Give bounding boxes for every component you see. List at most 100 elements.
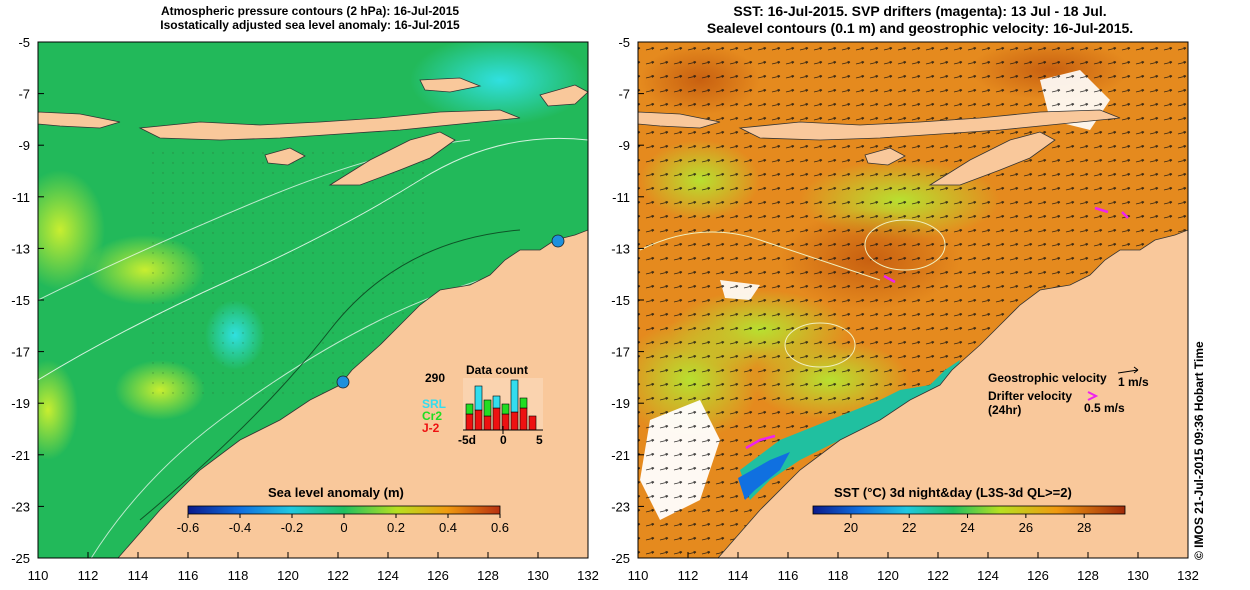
y-tick-label: -15 <box>611 293 630 308</box>
y-tick-label: -23 <box>11 499 30 514</box>
x-tick-label: 112 <box>78 568 99 583</box>
inset-xtick-right: 5 <box>536 433 543 447</box>
x-tick-label: 120 <box>277 568 299 583</box>
x-tick-label: 132 <box>1177 568 1199 583</box>
x-tick-label: 130 <box>1127 568 1149 583</box>
left-sumba-island <box>264 147 306 166</box>
inset-max-label: 290 <box>425 371 445 385</box>
x-tick-label: 114 <box>728 568 749 583</box>
colorbar-tick-label: -0.6 <box>177 520 199 535</box>
left-map-title: Atmospheric pressure contours (2 hPa): 1… <box>100 4 520 32</box>
y-tick-label: -7 <box>18 87 30 102</box>
drifter-track-3 <box>883 274 896 284</box>
inset-xtick-mid: 0 <box>500 433 507 447</box>
left-map <box>38 42 588 558</box>
inset-bars <box>463 378 543 434</box>
right-map-title: SST: 16-Jul-2015. SVP drifters (magenta)… <box>640 3 1200 37</box>
y-tick-label: -11 <box>612 190 630 205</box>
y-tick-label: -17 <box>611 345 630 360</box>
x-tick-label: 118 <box>828 568 849 583</box>
geostrophic-scale: 1 m/s <box>1118 375 1149 389</box>
drifter-track-2 <box>1121 211 1129 219</box>
right-title-line1: SST: 16-Jul-2015. SVP drifters (magenta)… <box>733 3 1107 19</box>
sla-colorbar-title: Sea level anomaly (m) <box>268 485 404 500</box>
y-tick-label: -13 <box>11 241 30 256</box>
drifter-track-1 <box>1094 206 1109 214</box>
left-tide-gauge-2 <box>336 375 350 389</box>
copyright-note: © IMOS 21-Jul-2015 09:36 Hobart Time <box>1192 341 1206 560</box>
left-java-coast <box>38 111 121 129</box>
drifter-scale: 0.5 m/s <box>1084 401 1125 415</box>
x-tick-label: 120 <box>877 568 899 583</box>
x-tick-label: 118 <box>228 568 249 583</box>
colorbar-tick-label: 20 <box>844 520 858 535</box>
right-y-axis: -5 -7 -9 -11 -13 -15 -17 -19 -21 -23 -25 <box>611 35 644 566</box>
left-y-axis: -5 -7 -9 -11 -13 -15 -17 -19 -21 -23 -25 <box>11 35 44 566</box>
colorbar-tick-label: 0 <box>340 520 347 535</box>
y-tick-label: -7 <box>618 87 630 102</box>
x-tick-label: 130 <box>527 568 549 583</box>
x-tick-label: 126 <box>1027 568 1049 583</box>
drifter-velocity-label-2: (24hr) <box>988 403 1021 417</box>
right-lesser-sunda-islands <box>738 109 1121 141</box>
y-tick-label: -21 <box>11 448 30 463</box>
right-map <box>638 42 1188 558</box>
colorbar-tick-label: 0.6 <box>491 520 509 535</box>
data-count-inset: Data count 290 SRL Cr2 J-2 -5d 0 5 <box>422 363 543 447</box>
inset-series-cr2: Cr2 <box>422 409 442 423</box>
y-tick-label: -19 <box>11 396 30 411</box>
colorbar-tick-label: 0.4 <box>439 520 457 535</box>
x-tick-label: 128 <box>1077 568 1099 583</box>
drifter-track-4 <box>745 434 776 450</box>
colorbar-tick-label: 22 <box>902 520 916 535</box>
x-tick-label: 116 <box>178 568 199 583</box>
y-tick-label: -25 <box>11 551 30 566</box>
sst-colorbar: SST (°C) 3d night&day (L3S-3d QL>=2) 20 2… <box>812 485 1126 535</box>
left-banda-islands <box>539 84 588 107</box>
right-timor-island <box>928 131 1056 186</box>
x-tick-label: 128 <box>477 568 499 583</box>
left-title-line2: Isostatically adjusted sea level anomaly… <box>160 18 460 32</box>
right-x-axis: 110 112 114 116 118 120 122 124 126 128 130 132 <box>628 552 1199 583</box>
y-tick-label: -23 <box>611 499 630 514</box>
colorbar-tick-label: 24 <box>960 520 974 535</box>
inset-title: Data count <box>466 363 528 377</box>
sst-colorbar-title: SST (°C) 3d night&day (L3S-3d QL>=2) <box>834 485 1072 500</box>
y-tick-label: -13 <box>611 241 630 256</box>
y-tick-label: -17 <box>11 345 30 360</box>
x-tick-label: 122 <box>927 568 949 583</box>
x-tick-label: 124 <box>977 568 999 583</box>
x-tick-label: 110 <box>28 568 49 583</box>
x-tick-label: 110 <box>628 568 649 583</box>
y-tick-label: -9 <box>18 138 30 153</box>
geostrophic-arrow-icon <box>1117 366 1139 374</box>
x-tick-label: 132 <box>577 568 599 583</box>
right-sumba-island <box>864 147 906 166</box>
y-tick-label: -11 <box>12 190 30 205</box>
geostrophic-velocity-label: Geostrophic velocity <box>988 371 1107 385</box>
left-lesser-sunda-islands <box>138 109 521 141</box>
x-tick-label: 112 <box>678 568 699 583</box>
left-title-line1: Atmospheric pressure contours (2 hPa): 1… <box>160 4 460 18</box>
right-title-line2: Sealevel contours (0.1 m) and geostrophi… <box>706 20 1134 36</box>
right-java-coast <box>638 111 721 129</box>
y-tick-label: -9 <box>618 138 630 153</box>
y-tick-label: -25 <box>611 551 630 566</box>
left-flores-sea-islands <box>419 77 482 93</box>
x-tick-label: 126 <box>427 568 449 583</box>
y-tick-label: -19 <box>611 396 630 411</box>
drifter-velocity-label: Drifter velocity <box>988 389 1072 403</box>
x-tick-label: 116 <box>778 568 799 583</box>
inset-series-j2: J-2 <box>422 421 440 435</box>
left-x-axis: 110 112 114 116 118 120 122 124 126 128 130 132 <box>28 552 599 583</box>
drifter-arrow-icon <box>1087 391 1099 401</box>
right-australia-land <box>717 229 1188 558</box>
y-tick-label: -21 <box>611 448 630 463</box>
x-tick-label: 114 <box>128 568 149 583</box>
y-tick-label: -5 <box>18 35 30 50</box>
sla-colorbar: Sea level anomaly (m) -0.6 -0.4 -0.2 0 0.2 0.… <box>177 485 509 535</box>
colorbar-tick-label: -0.4 <box>229 520 251 535</box>
y-tick-label: -15 <box>11 293 30 308</box>
left-tide-gauge-1 <box>551 234 565 248</box>
